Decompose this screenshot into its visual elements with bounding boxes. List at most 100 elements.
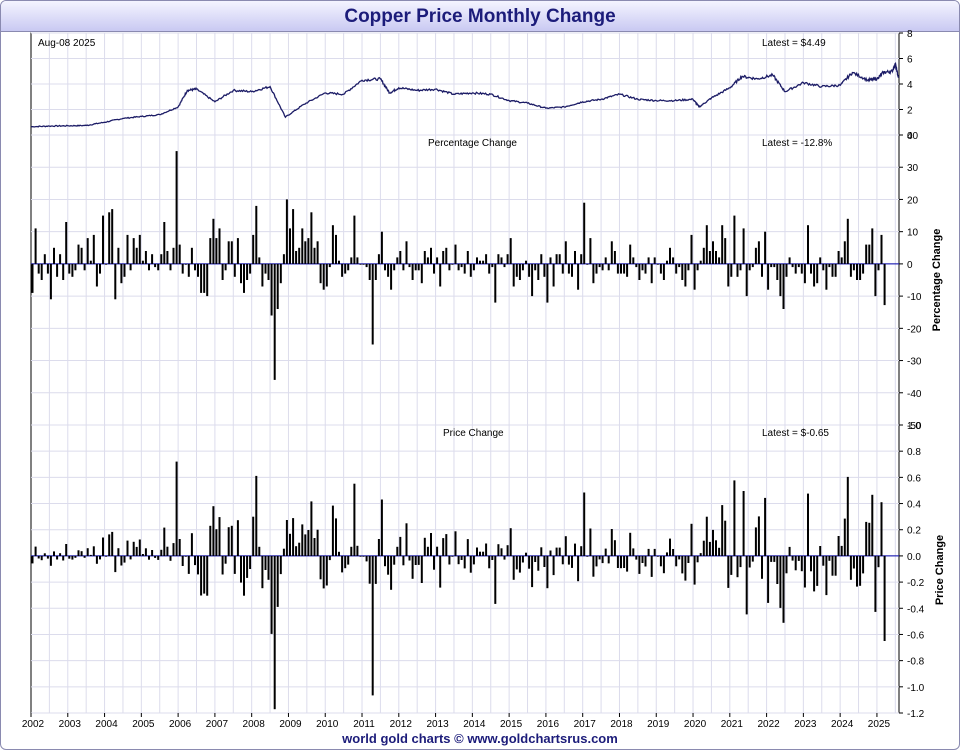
percentage-bar: [497, 254, 500, 264]
price-change-bar: [37, 555, 40, 559]
price-change-bar: [264, 555, 267, 570]
percentage-bar: [868, 244, 871, 264]
price-change-bar: [739, 555, 742, 568]
percentage-bar: [472, 263, 475, 271]
price-change-bar: [672, 549, 675, 556]
price-change-bar: [353, 483, 356, 556]
price-change-bar: [500, 548, 503, 556]
percentage-bar: [540, 254, 543, 264]
percentage-bar: [629, 244, 632, 264]
percentage-bar: [267, 263, 270, 280]
price-change-bar: [267, 555, 270, 580]
percentage-bar: [221, 263, 224, 280]
percentage-bar: [160, 254, 163, 264]
percentage-bar: [92, 234, 95, 264]
price-change-bar: [328, 555, 331, 561]
percentage-bar: [405, 241, 408, 264]
percentage-bar: [757, 241, 760, 264]
x-tick-label: 2014: [463, 719, 486, 730]
percentage-bar: [68, 263, 71, 274]
percentage-bar: [163, 222, 166, 264]
percentage-bar: [166, 251, 169, 264]
price-change-bar: [362, 555, 365, 557]
percentage-bar: [316, 241, 319, 264]
price-latest-label: Latest = $4.49: [762, 38, 826, 49]
percentage-bar: [325, 263, 328, 287]
price-change-bar: [598, 555, 601, 560]
price-change-bar: [123, 555, 126, 563]
percentage-bar: [773, 263, 776, 268]
percentage-bar: [374, 263, 377, 280]
price-change-y-axis-label: Price Change: [934, 535, 946, 605]
percentage-bar: [586, 263, 589, 265]
price-change-bar: [209, 525, 212, 556]
price-change-y-tick-label: 0.4: [907, 500, 921, 511]
percentage-bar: [46, 263, 49, 274]
price-change-y-tick-label: -1.0: [907, 683, 925, 694]
percentage-bar: [175, 151, 178, 264]
percentage-bar: [209, 238, 212, 264]
percentage-bar: [197, 263, 199, 277]
x-tick-label: 2004: [95, 719, 118, 730]
price-change-bar: [282, 548, 285, 556]
price-change-bar: [215, 529, 218, 556]
price-change-bar: [457, 555, 460, 565]
percentage-bar: [62, 263, 65, 280]
percentage-bar: [451, 263, 454, 265]
price-change-bar: [638, 555, 641, 574]
percentage-bar: [543, 263, 546, 277]
percentage-bar: [301, 228, 304, 264]
percentage-bar: [482, 260, 485, 264]
price-change-bar: [852, 555, 855, 569]
price-change-bar: [356, 545, 359, 556]
price-change-bar: [552, 555, 555, 576]
percentage-bar: [874, 263, 877, 297]
price-change-bar: [770, 555, 773, 562]
percentage-bar: [307, 238, 310, 264]
percentage-bar: [279, 263, 282, 284]
price-change-bar: [108, 534, 111, 556]
percentage-bar: [831, 263, 834, 277]
price-change-bar: [65, 544, 68, 556]
percentage-bar: [200, 263, 203, 293]
x-tick-label: 2023: [794, 719, 817, 730]
percentage-bar: [138, 234, 141, 264]
price-change-bar: [426, 546, 429, 556]
percentage-y-tick-label: 40: [907, 131, 919, 142]
percentage-bar: [123, 263, 126, 277]
percentage-bar: [684, 263, 687, 287]
price-change-bar: [803, 555, 806, 588]
price-change-bar: [690, 523, 693, 556]
percentage-bar: [859, 263, 862, 280]
percentage-bar: [335, 234, 337, 264]
x-tick-label: 2013: [426, 719, 449, 730]
price-change-bar: [270, 555, 273, 634]
price-change-bar: [285, 520, 288, 556]
percentage-bar: [442, 251, 445, 264]
percentage-bar: [712, 241, 714, 264]
price-change-bar: [531, 555, 534, 588]
percentage-bar: [488, 263, 491, 274]
percentage-bar: [206, 263, 209, 297]
price-change-bar: [512, 555, 515, 580]
price-change-bar: [92, 546, 95, 556]
price-change-bar: [430, 533, 432, 556]
percentage-bar: [292, 209, 295, 264]
percentage-bar: [822, 263, 825, 271]
percentage-bar: [347, 263, 350, 271]
price-change-bar: [748, 555, 751, 568]
percentage-bar: [687, 263, 690, 271]
percentage-bar: [807, 225, 809, 264]
percentage-bar: [310, 212, 313, 264]
price-change-bar: [310, 501, 313, 556]
percentage-bar: [111, 209, 114, 264]
price-change-bar: [154, 555, 157, 558]
price-change-bar: [859, 555, 862, 586]
price-change-bar: [175, 461, 178, 556]
price-change-bar: [549, 550, 552, 556]
price-change-bar: [525, 552, 527, 556]
percentage-y-tick-label: -10: [907, 292, 922, 303]
percentage-bar: [794, 263, 797, 274]
percentage-bar: [49, 263, 52, 300]
price-change-bar: [503, 555, 506, 560]
